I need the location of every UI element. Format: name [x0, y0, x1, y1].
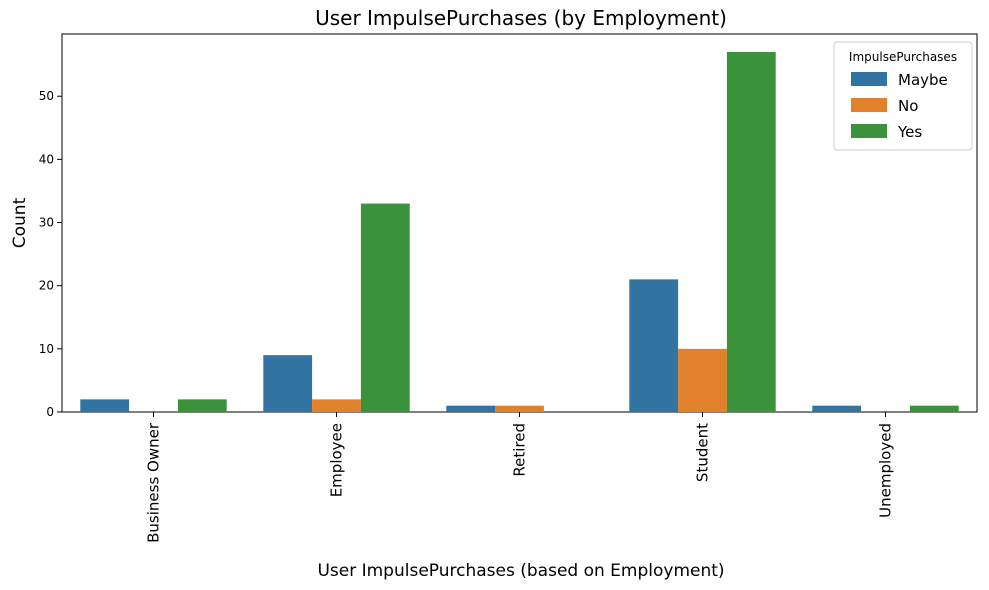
y-tick-label: 30	[39, 216, 54, 230]
y-axis: 0 10 20 30 40 50	[39, 89, 62, 419]
bar-no-retired	[495, 405, 544, 412]
bar-maybe-unemployed	[812, 405, 862, 412]
chart-title: User ImpulsePurchases (by Employment)	[315, 6, 727, 30]
bar-no-employee	[312, 399, 361, 412]
x-tick-label: Employee	[328, 423, 346, 497]
bar-yes-business-owner	[177, 399, 227, 412]
bar-yes-student	[726, 52, 776, 412]
bar-maybe-employee	[263, 355, 313, 412]
legend-label-yes: Yes	[897, 123, 922, 141]
y-axis-label: Count	[10, 197, 30, 248]
x-tick-label: Unemployed	[877, 423, 895, 518]
bar-yes-employee	[360, 203, 410, 412]
bar-maybe-retired	[446, 405, 496, 412]
legend-swatch-yes	[851, 124, 887, 138]
bar-maybe-business-owner	[80, 399, 130, 412]
legend-swatch-no	[851, 98, 887, 112]
legend-swatch-maybe	[851, 72, 887, 86]
x-axis-label: User ImpulsePurchases (based on Employme…	[317, 561, 724, 581]
legend: ImpulsePurchases Maybe No Yes	[833, 41, 973, 151]
y-tick-label: 50	[39, 89, 54, 103]
y-tick-label: 10	[39, 342, 54, 356]
legend-box	[833, 41, 973, 151]
x-tick-label: Retired	[511, 423, 529, 477]
legend-label-no: No	[898, 97, 918, 115]
legend-label-maybe: Maybe	[898, 71, 948, 89]
bar-yes-unemployed	[909, 405, 959, 412]
bars-group	[80, 52, 959, 412]
y-tick-label: 20	[39, 279, 54, 293]
bar-no-student	[678, 348, 727, 412]
bar-maybe-student	[629, 279, 679, 412]
x-tick-label: Business Owner	[145, 422, 163, 543]
x-axis: Business Owner Employee Retired Student Unem…	[145, 412, 895, 543]
y-tick-label: 40	[39, 152, 54, 166]
x-tick-label: Student	[694, 423, 712, 482]
legend-title: ImpulsePurchases	[849, 50, 957, 64]
y-tick-label: 0	[46, 405, 54, 419]
